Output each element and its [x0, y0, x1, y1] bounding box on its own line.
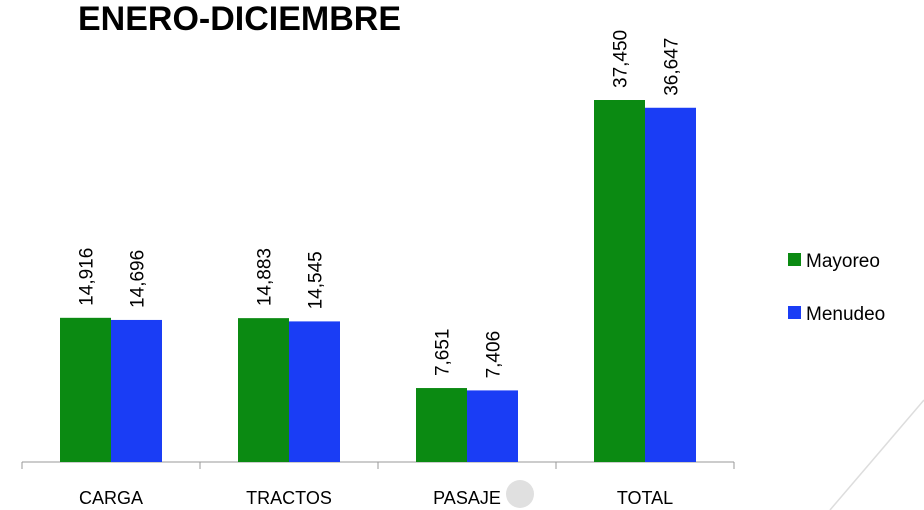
x-tick-label: TOTAL — [617, 488, 673, 508]
data-label: 14,545 — [306, 251, 327, 309]
data-label: 37,450 — [611, 30, 632, 88]
data-label: 14,696 — [128, 250, 149, 308]
legend-swatch — [788, 306, 801, 319]
bar — [645, 107, 696, 463]
bar — [416, 388, 467, 462]
chart-title: ENERO-DICIEMBRE — [78, 0, 401, 38]
bar — [289, 321, 340, 462]
bar — [111, 319, 162, 462]
x-tick-label: PASAJE — [433, 488, 501, 508]
bar — [594, 100, 645, 462]
bar — [238, 318, 289, 462]
data-label: 7,651 — [433, 328, 454, 376]
data-label: 14,916 — [77, 248, 98, 306]
data-label: 36,647 — [662, 38, 683, 96]
legend-label: Menudeo — [806, 304, 885, 325]
data-label: 14,883 — [255, 248, 276, 306]
bar — [467, 390, 518, 462]
decoration-line — [829, 399, 924, 510]
legend-swatch — [788, 253, 801, 266]
x-tick-label: CARGA — [79, 488, 143, 508]
bar — [60, 317, 111, 462]
legend-label: Mayoreo — [806, 251, 880, 272]
data-label: 7,406 — [484, 331, 505, 379]
x-tick-label: TRACTOS — [246, 488, 332, 508]
decoration-circle — [506, 480, 534, 508]
